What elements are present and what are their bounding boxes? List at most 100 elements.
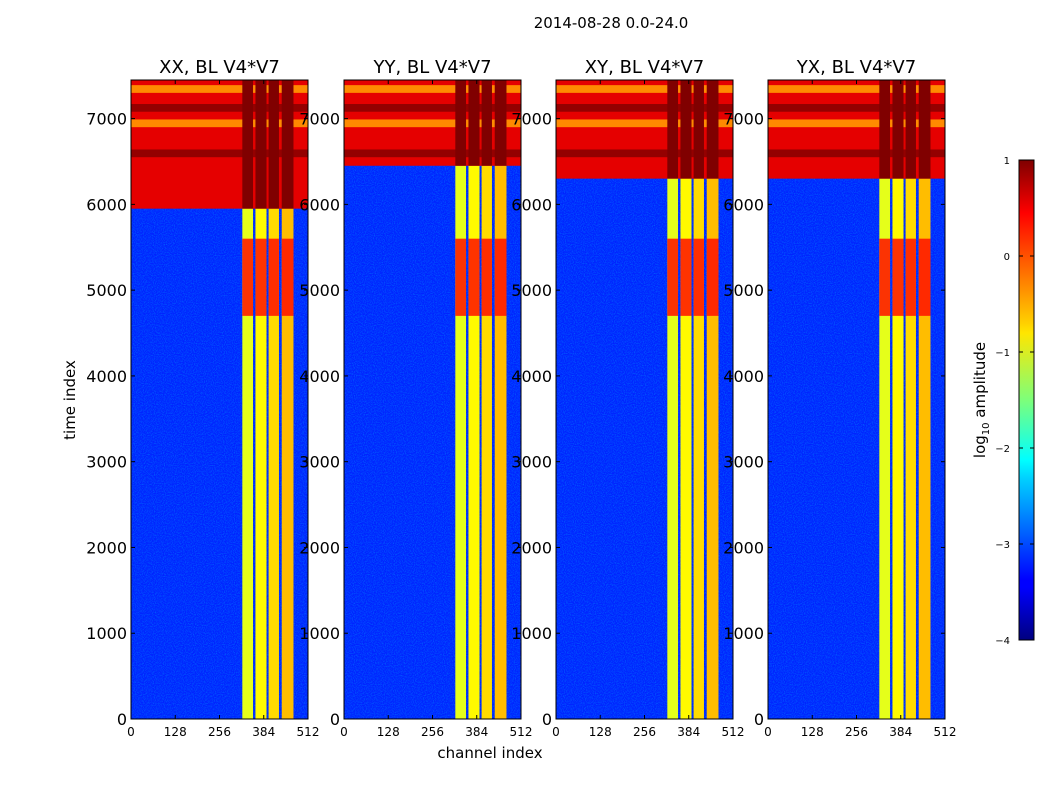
- panel-3: XY, BL V4*V7 0 128 256 384 512 0 1000 2000 3000 40…: [511, 57, 744, 739]
- saturated-stripe: [556, 119, 733, 128]
- saturated-region: [131, 80, 308, 209]
- x-tick-label: 128: [589, 725, 612, 739]
- x-tick-label: 384: [252, 725, 275, 739]
- rfi-band-hot-segment: [455, 238, 467, 316]
- saturated-stripe: [344, 104, 521, 112]
- rfi-band-hot-segment: [242, 238, 254, 316]
- saturated-stripe: [131, 85, 308, 93]
- y-tick-label: 1000: [299, 624, 340, 643]
- x-tick-label: 256: [421, 725, 444, 739]
- panel-title: XX, BL V4*V7: [159, 57, 280, 78]
- rfi-band-hot-segment: [255, 238, 267, 316]
- x-tick-label: 0: [127, 725, 135, 739]
- saturated-stripe: [768, 104, 945, 112]
- rfi-band: [242, 80, 254, 719]
- x-tick-label: 512: [722, 725, 745, 739]
- saturated-stripe: [344, 149, 521, 158]
- rfi-band-saturated: [455, 80, 467, 166]
- rfi-band: [455, 80, 467, 719]
- colorbar: 10−1−2−3−4 log10 amplitude: [971, 156, 1035, 647]
- panel-4: YX, BL V4*V7 0 128 256 384 512 0 1000 2000 3000 40…: [723, 57, 956, 739]
- x-tick-label: 512: [510, 725, 533, 739]
- rfi-band: [905, 80, 916, 719]
- y-tick-label: 6000: [299, 195, 340, 214]
- colorbar-label-log: log: [971, 435, 989, 458]
- x-tick-label: 384: [677, 725, 700, 739]
- rfi-band-saturated: [879, 80, 891, 179]
- rfi-band: [468, 80, 480, 719]
- y-tick-label: 0: [754, 710, 764, 729]
- x-tick-label: 512: [297, 725, 320, 739]
- rfi-band-hot-segment: [281, 238, 294, 316]
- y-tick-label: 4000: [299, 367, 340, 386]
- saturated-stripe: [768, 149, 945, 158]
- y-tick-label: 3000: [723, 453, 764, 472]
- x-tick-label: 128: [164, 725, 187, 739]
- y-tick-label: 5000: [299, 281, 340, 300]
- rfi-band-hot-segment: [481, 238, 492, 316]
- x-tick-label: 0: [764, 725, 772, 739]
- panel-title: YY, BL V4*V7: [372, 57, 491, 78]
- colorbar-tick-label: 0: [1004, 252, 1010, 263]
- rfi-band: [706, 80, 719, 719]
- rfi-band-saturated: [255, 80, 267, 209]
- colorbar-tick-label: −4: [995, 636, 1010, 647]
- rfi-band-saturated: [892, 80, 904, 179]
- rfi-band-saturated: [494, 80, 507, 166]
- rfi-band: [693, 80, 704, 719]
- y-tick-label: 0: [117, 710, 127, 729]
- y-tick-label: 0: [542, 710, 552, 729]
- y-tick-label: 7000: [723, 110, 764, 129]
- y-tick-label: 0: [330, 710, 340, 729]
- y-tick-label: 7000: [511, 110, 552, 129]
- x-tick-label: 384: [889, 725, 912, 739]
- rfi-band-hot-segment: [268, 238, 279, 316]
- saturated-stripe: [768, 85, 945, 93]
- rfi-band-saturated: [693, 80, 704, 179]
- rfi-band-hot-segment: [706, 238, 719, 316]
- rfi-band-hot-segment: [667, 238, 679, 316]
- y-tick-label: 2000: [723, 538, 764, 557]
- y-tick-label: 4000: [511, 367, 552, 386]
- y-tick-label: 3000: [511, 453, 552, 472]
- rfi-band-hot-segment: [879, 238, 891, 316]
- rfi-band: [879, 80, 891, 719]
- rfi-band-hot-segment: [680, 238, 692, 316]
- y-tick-label: 2000: [299, 538, 340, 557]
- x-tick-label: 256: [633, 725, 656, 739]
- saturated-stripe: [131, 149, 308, 158]
- rfi-band-saturated: [905, 80, 916, 179]
- saturated-stripe: [344, 85, 521, 93]
- rfi-band-hot-segment: [905, 238, 916, 316]
- x-tick-label: 128: [377, 725, 400, 739]
- rfi-band: [281, 80, 294, 719]
- panel-title: XY, BL V4*V7: [585, 57, 704, 78]
- saturated-region: [556, 80, 733, 179]
- saturated-stripe: [131, 119, 308, 128]
- y-tick-label: 1000: [511, 624, 552, 643]
- rfi-band-hot-segment: [918, 238, 931, 316]
- panel-2: YY, BL V4*V7 0 128 256 384 512 0 1000 2000 3000 40…: [299, 57, 532, 739]
- rfi-band-saturated: [468, 80, 480, 166]
- rfi-band: [892, 80, 904, 719]
- y-tick-label: 2000: [86, 538, 127, 557]
- rfi-band-hot-segment: [468, 238, 480, 316]
- colorbar-tick-label: −1: [995, 348, 1010, 359]
- rfi-band: [481, 80, 492, 719]
- saturated-region: [768, 80, 945, 179]
- rfi-band-hot-segment: [693, 238, 704, 316]
- figure-suptitle: 2014-08-28 0.0-24.0: [534, 14, 689, 32]
- rfi-band-saturated: [667, 80, 679, 179]
- colorbar-label: log10 amplitude: [971, 342, 992, 458]
- y-tick-label: 7000: [86, 110, 127, 129]
- rfi-band: [918, 80, 931, 719]
- heatmap-noise: [344, 80, 521, 719]
- y-tick-label: 2000: [511, 538, 552, 557]
- colorbar-tick-label: −2: [995, 444, 1010, 455]
- panel-1: XX, BL V4*V7 0 128 256 384 512 0 1000 2000 3000 40…: [86, 57, 319, 739]
- saturated-stripe: [768, 119, 945, 128]
- y-tick-label: 3000: [299, 453, 340, 472]
- colorbar-gradient: [1018, 159, 1035, 641]
- rfi-band-hot-segment: [494, 238, 507, 316]
